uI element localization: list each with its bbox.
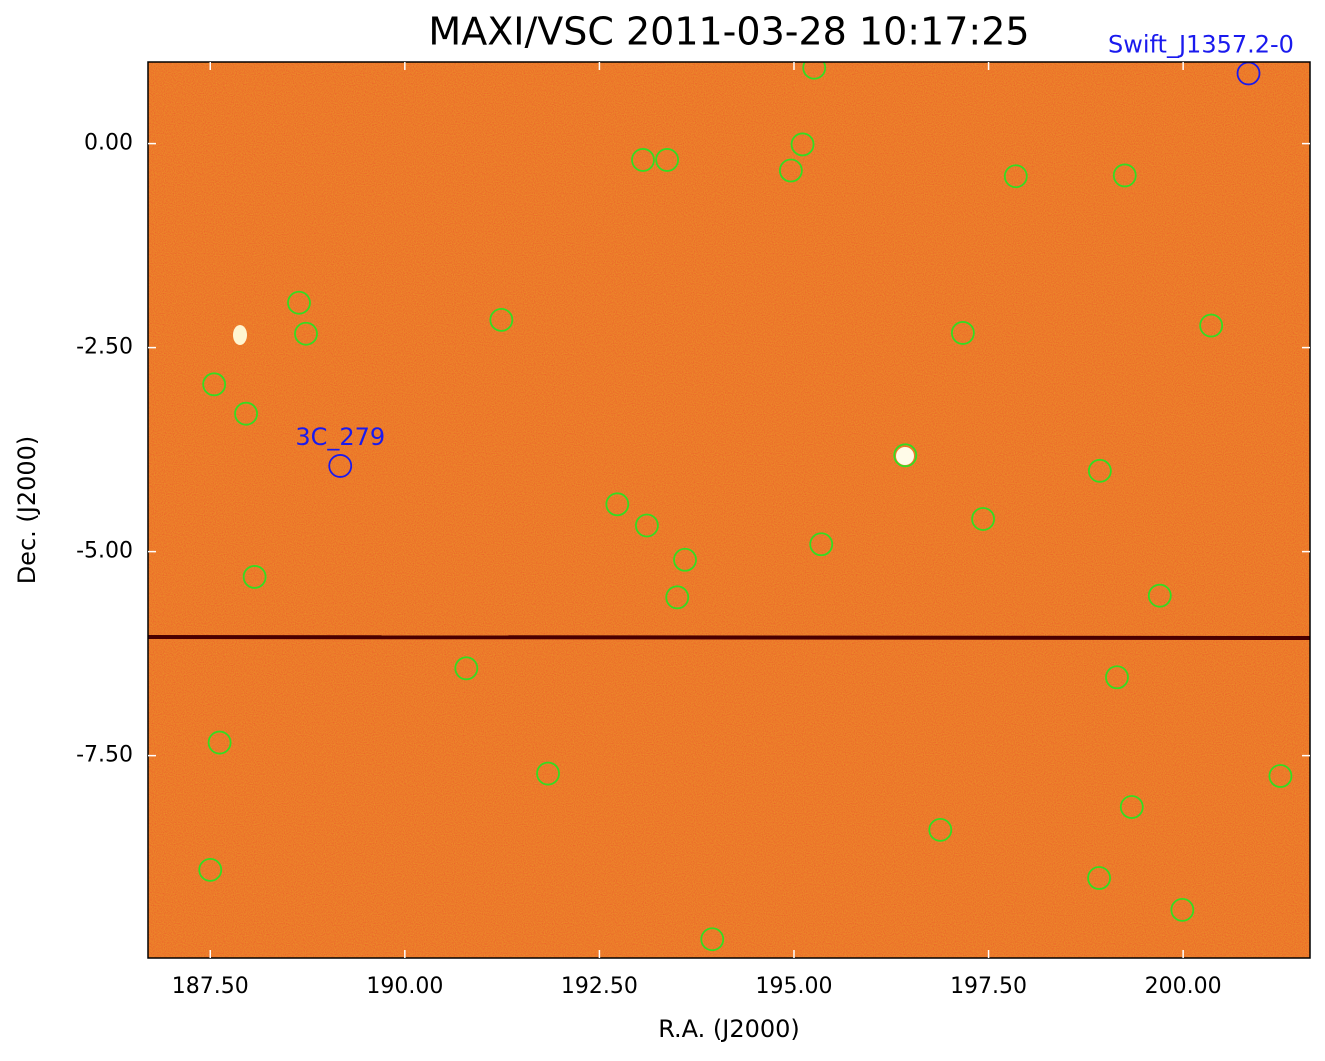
source-circle [790,132,815,157]
source-circle [1087,866,1111,890]
source-circle [605,492,630,517]
source-circle [1087,458,1112,483]
source-circle [207,730,232,755]
source-circle [1199,313,1224,338]
chart-title: MAXI/VSC 2011-03-28 10:17:25 [428,10,1029,54]
source-circle [665,585,690,610]
source-circle [802,62,827,80]
source-circle [971,507,996,531]
target-label: Swift_J1357.2-0 [1108,30,1294,58]
y-axis-label: Dec. (J2000) [13,436,41,585]
x-tick-label: 192.50 [561,974,638,999]
source-circle [536,761,560,786]
x-tick-label: 187.50 [172,974,249,999]
y-tick-label: -5.00 [76,539,133,564]
source-circle [631,148,655,172]
frame [147,61,1311,959]
source-circle [454,656,479,681]
source-circle [1112,163,1137,188]
source-circle [928,817,953,842]
source-circle [1147,583,1172,608]
bright-source [896,447,914,465]
x-tick-label: 195.00 [755,974,832,999]
source-circle [1003,164,1028,189]
plot-area [198,62,1293,952]
source-circle [700,927,725,952]
source-circle [287,290,311,315]
source-circle [489,307,514,332]
source-circle [1119,795,1144,819]
source-circle [809,532,834,557]
y-tick-label: -2.50 [76,335,133,360]
source-circle [1268,764,1293,788]
x-tick-label: 197.50 [950,974,1027,999]
source-circle [634,513,659,538]
source-circle [198,857,223,882]
source-circle [655,148,680,172]
image-features [148,325,1310,640]
source-circle [1170,897,1195,922]
x-tick-label: 190.00 [366,974,443,999]
source-circle [242,565,267,589]
source-circle [294,321,318,346]
source-circle [778,158,803,183]
bright-source [233,325,247,345]
source-circle [950,321,975,345]
image-noise [148,62,1310,958]
source-circle [673,547,697,572]
source-circle [893,443,918,468]
scan-line [148,635,1310,640]
target-label: 3C_279 [295,423,385,451]
source-circle [1105,665,1129,690]
target-circle [328,454,353,478]
source-circle [234,401,258,426]
x-axis-label: R.A. (J2000) [658,1015,800,1043]
source-circle [202,372,227,397]
x-tick-label: 200.00 [1145,974,1222,999]
y-tick-label: -7.50 [76,743,133,768]
y-tick-label: 0.00 [84,131,133,156]
